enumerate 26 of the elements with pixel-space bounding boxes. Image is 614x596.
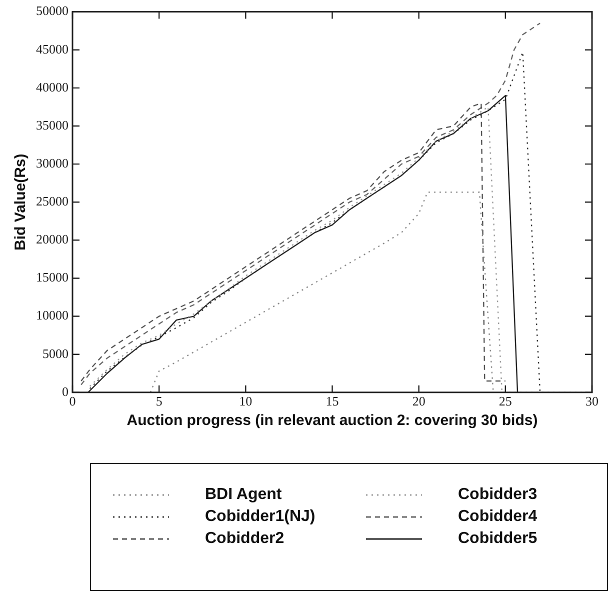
y-tick-label: 10000 bbox=[36, 308, 68, 323]
legend-label: Cobidder1(NJ) bbox=[205, 508, 316, 526]
y-tick-label: 0 bbox=[62, 384, 68, 399]
x-tick-label: 20 bbox=[412, 394, 426, 409]
legend-label: Cobidder4 bbox=[458, 508, 538, 526]
legend-label: BDI Agent bbox=[205, 486, 282, 504]
y-tick-label: 35000 bbox=[36, 117, 68, 132]
x-tick-label: 15 bbox=[326, 394, 339, 409]
x-axis-title: Auction progress (in relevant auction 2: covering 30 bids) bbox=[126, 412, 538, 430]
x-tick-label: 10 bbox=[239, 394, 252, 409]
y-tick-label: 20000 bbox=[36, 232, 68, 247]
x-tick-label: 5 bbox=[156, 394, 162, 409]
y-tick-label: 50000 bbox=[36, 3, 68, 18]
y-tick-label: 5000 bbox=[42, 346, 68, 361]
x-tick-label: 25 bbox=[498, 394, 512, 409]
line-series bbox=[150, 192, 494, 392]
legend-label: Cobidder5 bbox=[458, 530, 538, 548]
legend-label: Cobidder3 bbox=[458, 486, 538, 504]
y-tick-label: 15000 bbox=[36, 270, 68, 285]
y-axis-title: Bid Value(Rs) bbox=[12, 154, 30, 250]
y-tick-label: 25000 bbox=[36, 194, 68, 209]
x-tick-label: 30 bbox=[586, 394, 598, 409]
legend-label: Cobidder2 bbox=[205, 530, 284, 548]
y-tick-label: 30000 bbox=[36, 155, 68, 170]
y-tick-label: 40000 bbox=[36, 79, 68, 94]
y-tick-label: 45000 bbox=[36, 41, 68, 56]
